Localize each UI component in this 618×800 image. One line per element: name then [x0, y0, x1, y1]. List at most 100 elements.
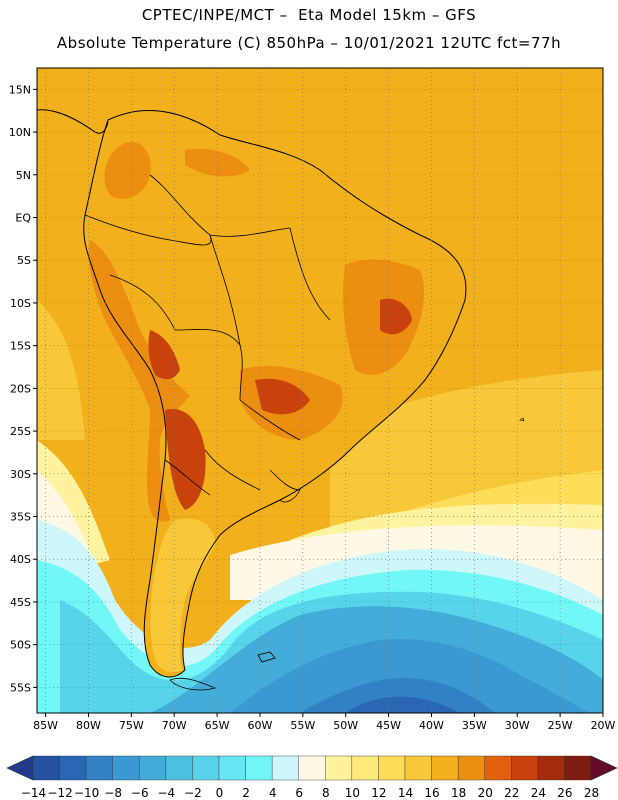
colorbar-swatch: [85, 755, 113, 781]
colorbar-label: 2: [242, 786, 250, 800]
colorbar-label: −4: [158, 786, 176, 800]
colorbar-label: 6: [295, 786, 303, 800]
colorbar-label: 14: [398, 786, 413, 800]
colorbar-label: −14: [21, 786, 46, 800]
lon-tick-label: 45W: [376, 719, 401, 732]
colorbar-swatch: [192, 755, 220, 781]
colorbar-swatch: [218, 755, 246, 781]
colorbar-min-arrow: [6, 755, 34, 781]
lat-tick-label: 15N: [9, 83, 31, 96]
colorbar-label: 12: [371, 786, 386, 800]
axis-ticks: [33, 88, 604, 717]
falkland-islands: [257, 651, 276, 663]
colorbar-label: 16: [424, 786, 439, 800]
lon-tick-label: 30W: [505, 719, 530, 732]
colorbar-label: 10: [345, 786, 360, 800]
lon-tick-label: 65W: [205, 719, 230, 732]
colorbar-swatch: [404, 755, 432, 781]
colorbar-swatch: [431, 755, 459, 781]
tierra-del-fuego: [169, 677, 217, 691]
latitude-axis: 15N 10N 5N EQ 5S 10S 15S 20S 25S 30S 35S 40S 45S 50S 5…: [9, 83, 32, 694]
continent-outline: [83, 110, 467, 678]
colorbar-label: −8: [104, 786, 122, 800]
map-frame: [36, 67, 604, 714]
colorbar-swatch: [139, 755, 167, 781]
colorbar-label: 4: [269, 786, 277, 800]
country-borders: [84, 174, 331, 503]
lat-tick-label: 55S: [10, 681, 31, 694]
lon-tick-label: 70W: [162, 719, 187, 732]
colorbar-swatch: [32, 755, 60, 781]
colorbar-label: −6: [131, 786, 149, 800]
field-pacific-subtropical: [37, 300, 85, 440]
longitude-axis: 85W 80W 75W 70W 65W 60W 55W 50W 45W 40W 35W 30W 25W 2…: [33, 719, 615, 732]
lat-tick-label: 15S: [10, 340, 31, 353]
lon-tick-label: 55W: [290, 719, 315, 732]
island-south-atlantic: [519, 417, 525, 422]
colorbar-label: −2: [184, 786, 202, 800]
colorbar-swatch: [165, 755, 193, 781]
colorbar-swatch: [271, 755, 299, 781]
lon-tick-label: 60W: [248, 719, 273, 732]
lat-tick-label: 10N: [9, 126, 31, 139]
lon-tick-label: 50W: [333, 719, 358, 732]
colorbar-label: 20: [478, 786, 493, 800]
field-cold-5: [230, 639, 590, 713]
colorbar-swatch: [484, 755, 512, 781]
land-hot-chaco: [165, 409, 206, 510]
lat-tick-label: 10S: [10, 297, 31, 310]
colorbar-label: 22: [504, 786, 519, 800]
land-hot-core-1: [255, 378, 310, 415]
colorbar-label: 26: [557, 786, 572, 800]
lat-tick-label: 40S: [10, 553, 31, 566]
lat-tick-label: 30S: [10, 468, 31, 481]
lon-tick-label: 80W: [76, 719, 101, 732]
colorbar-label: 18: [451, 786, 466, 800]
colorbar-swatch: [564, 755, 592, 781]
lat-tick-label: 45S: [10, 596, 31, 609]
colorbar-label: 28: [584, 786, 599, 800]
colorbar-labels: −14 −12 −10 −8 −6 −4 −2 0 2 4 6 8 10 12 14 16 18 20 22 24 26…: [21, 786, 599, 800]
lat-tick-label: 35S: [10, 511, 31, 524]
colorbar-swatch: [457, 755, 485, 781]
colorbar-label: 24: [531, 786, 546, 800]
land-warm-venezuela: [185, 148, 250, 177]
land-warm-andes: [88, 240, 190, 522]
colorbar-swatch: [351, 755, 379, 781]
land-hot-core-2: [380, 298, 412, 335]
map-title: CPTEC/INPE/MCT – Eta Model 15km – GFS: [141, 6, 477, 24]
lon-tick-label: 40W: [419, 719, 444, 732]
colorbar-swatch: [325, 755, 353, 781]
lat-tick-label: EQ: [15, 212, 31, 225]
central-america-outline: [37, 109, 109, 134]
lon-tick-label: 25W: [548, 719, 573, 732]
field-cold-6: [300, 678, 495, 713]
colorbar-swatch: [298, 755, 326, 781]
land-warm-colombia: [104, 141, 151, 199]
land-patagonia: [150, 518, 215, 673]
colorbar-label: −12: [47, 786, 72, 800]
colorbar-swatch: [378, 755, 406, 781]
colorbar-label: −10: [74, 786, 99, 800]
colorbar-swatch: [59, 755, 87, 781]
land-hot-core-3: [148, 330, 180, 380]
colorbar: [6, 755, 618, 781]
colorbar-swatch: [537, 755, 565, 781]
lon-tick-label: 35W: [462, 719, 487, 732]
colorbar-swatch: [112, 755, 140, 781]
colorbar-max-arrow: [590, 755, 618, 781]
colorbar-swatch: [245, 755, 273, 781]
colorbar-swatch: [511, 755, 539, 781]
colorbar-label: 8: [322, 786, 330, 800]
map-subtitle: Absolute Temperature (C) 850hPa – 10/01/…: [56, 34, 562, 52]
lat-tick-label: 25S: [10, 425, 31, 438]
map-plot-area: [37, 68, 603, 713]
lat-tick-label: 20S: [10, 382, 31, 395]
lon-tick-label: 20W: [591, 719, 616, 732]
colorbar-label: 0: [216, 786, 224, 800]
lon-tick-label: 75W: [119, 719, 144, 732]
lon-tick-label: 85W: [33, 719, 58, 732]
lat-tick-label: 5N: [16, 169, 31, 182]
lat-tick-label: 50S: [10, 639, 31, 652]
